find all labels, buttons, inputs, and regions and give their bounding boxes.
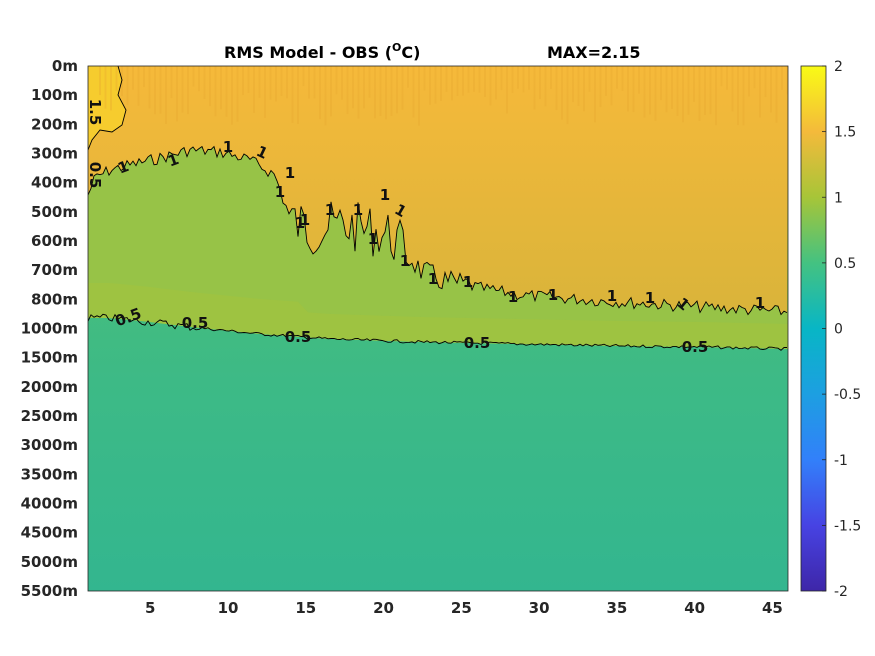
- contour-label: 0.5: [682, 338, 709, 356]
- contour-line-0-5: [88, 313, 787, 351]
- y-tick-label: 800m: [31, 290, 78, 308]
- contour-label: 1: [607, 287, 617, 305]
- y-tick-label: 4000m: [21, 495, 78, 513]
- contour-label: 0.5: [86, 162, 104, 189]
- contour-label: 0.5: [285, 328, 312, 346]
- colorbar-tick-label: 0: [834, 322, 843, 338]
- colorbar-tick-label: 1.5: [834, 125, 856, 141]
- colorbar-tick-label: -1.5: [834, 518, 861, 534]
- colorbar-tick-label: 2: [834, 59, 843, 75]
- x-tick-label: 40: [684, 599, 705, 617]
- contour-label: 1: [380, 186, 390, 204]
- y-tick-label: 600m: [31, 232, 78, 250]
- colorbar-tick-label: 0.5: [834, 256, 856, 272]
- y-tick-label: 3000m: [21, 436, 78, 454]
- y-tick-label: 200m: [31, 115, 78, 133]
- colorbar: [800, 65, 827, 592]
- colorbar-tick-label: 1: [834, 190, 843, 206]
- contour-label: 1.5: [86, 99, 104, 126]
- y-tick-label: 100m: [31, 86, 78, 104]
- chart-title: RMS Model - OBS (OC): [224, 41, 420, 62]
- colorbar-tick-label: -2: [834, 584, 848, 600]
- near-surface-west-field: [88, 66, 126, 150]
- colorbar-tick-label: -1: [834, 453, 848, 469]
- upper-layer-field: [88, 66, 788, 315]
- y-tick-label: 700m: [31, 261, 78, 279]
- contour-label: 0.5: [182, 314, 209, 332]
- y-axis-tick-labels: 0m 100m 200m 300m 400m 500m 600m 700m 800m 1000m 1…: [21, 57, 78, 600]
- x-tick-label: 20: [373, 599, 394, 617]
- x-axis-tick-labels: 5 10 15 20 25 30 35 40 45: [145, 599, 783, 617]
- contour-label: 1: [548, 286, 558, 304]
- max-value-label: MAX=2.15: [547, 43, 641, 62]
- x-tick-label: 45: [762, 599, 783, 617]
- y-tick-label: 300m: [31, 145, 78, 163]
- contour-label: 1: [223, 138, 233, 156]
- y-tick-label: 1000m: [21, 320, 78, 338]
- contour-label: 1: [285, 164, 295, 182]
- y-tick-label: 5000m: [21, 553, 78, 571]
- contour-label: 1: [428, 270, 438, 288]
- x-tick-label: 5: [145, 599, 155, 617]
- y-tick-label: 4500m: [21, 524, 78, 542]
- contour-label: 0.5: [464, 334, 491, 352]
- plot-frame: [87, 65, 789, 592]
- contour-label: 1: [300, 211, 310, 229]
- contour-label: 1: [755, 294, 765, 312]
- contour-label: 1: [353, 201, 363, 219]
- y-tick-label: 400m: [31, 174, 78, 192]
- contour-label: 1: [463, 273, 473, 291]
- contour-label: 1: [400, 252, 410, 270]
- x-tick-label: 10: [218, 599, 239, 617]
- y-tick-label: 5500m: [21, 582, 78, 600]
- y-tick-label: 500m: [31, 203, 78, 221]
- y-tick-label: 2500m: [21, 407, 78, 425]
- x-tick-label: 25: [451, 599, 472, 617]
- contour-label: 1: [368, 230, 378, 248]
- colorbar-tick-labels: 2 1.5 1 0.5 0 -0.5 -1 -1.5 -2: [822, 59, 861, 600]
- contour-label: 1: [295, 214, 305, 232]
- x-tick-label: 15: [295, 599, 316, 617]
- contour-line-1: [88, 145, 788, 316]
- x-tick-label: 30: [529, 599, 550, 617]
- contour-label: 1: [508, 288, 518, 306]
- y-tick-label: 0m: [52, 57, 78, 75]
- contour-label: 1: [275, 183, 285, 201]
- contour-label: 1: [645, 289, 655, 307]
- y-tick-label: 3500m: [21, 465, 78, 483]
- x-tick-label: 35: [606, 599, 627, 617]
- y-tick-label: 1500m: [21, 349, 78, 367]
- y-tick-label: 2000m: [21, 378, 78, 396]
- contour-line-1-5: [88, 66, 127, 151]
- colorbar-tick-label: -0.5: [834, 387, 861, 403]
- contour-label: 1: [325, 201, 335, 219]
- mid-layer-field: [88, 278, 788, 349]
